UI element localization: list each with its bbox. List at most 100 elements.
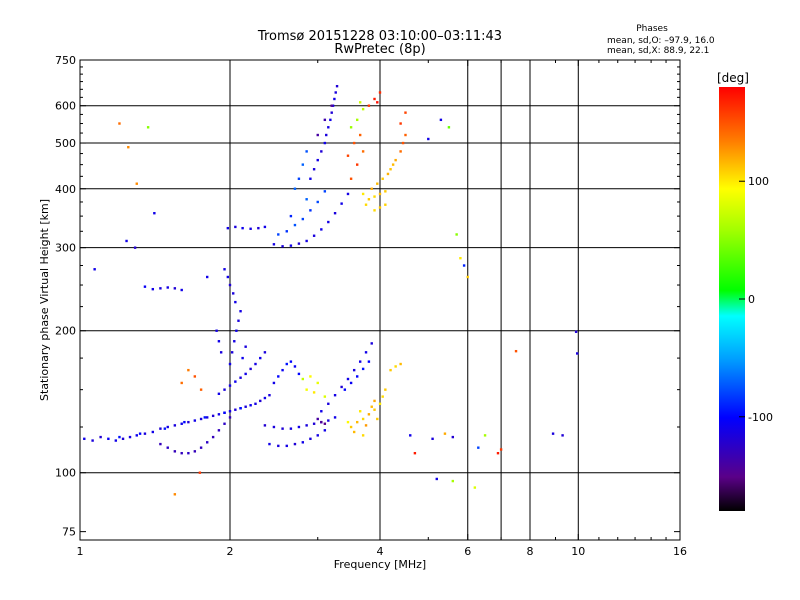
data-point (496, 451, 500, 455)
data-point (203, 416, 206, 419)
axis-ticks: 1 2 4 6 8 10 16 75 100 200 300 400 500 600 750 (55, 54, 687, 558)
data-point (138, 432, 142, 435)
data-point (289, 214, 293, 218)
data-point (346, 154, 350, 157)
stats-o-line: mean, sd,O: –97.9, 16.0 (607, 36, 715, 46)
data-point (133, 246, 137, 249)
data-point (381, 177, 384, 180)
data-point (293, 187, 297, 190)
data-point (370, 405, 373, 408)
data-point (289, 427, 293, 430)
data-point (301, 217, 305, 221)
data-point (268, 393, 271, 397)
data-point (193, 450, 197, 453)
data-point (289, 244, 293, 247)
data-point (228, 283, 232, 287)
data-point (228, 384, 232, 387)
data-point (305, 198, 308, 201)
data-point (373, 399, 376, 403)
x-tick-label: 10 (571, 545, 585, 558)
data-point (309, 209, 312, 212)
data-point (223, 268, 226, 271)
data-point (301, 377, 305, 381)
data-point (364, 203, 368, 206)
data-point (237, 319, 240, 322)
data-point (305, 150, 308, 153)
data-point (281, 427, 284, 430)
y-tick-label: 400 (55, 183, 76, 196)
data-point (254, 362, 257, 366)
y-tick-label: 100 (55, 467, 76, 480)
data-point (146, 126, 150, 129)
data-point (320, 150, 323, 153)
data-point (166, 286, 169, 289)
data-point (301, 441, 305, 444)
data-point (193, 419, 197, 422)
data-point (180, 288, 183, 292)
data-point (125, 239, 128, 243)
data-point (451, 479, 455, 483)
data-point (401, 141, 405, 145)
data-point (373, 97, 376, 101)
data-point (327, 126, 330, 129)
x-axis-label: Frequency [MHz] (334, 558, 426, 571)
data-point (239, 310, 242, 313)
colorbar-tick-label: 0 (748, 293, 755, 306)
data-point (107, 437, 110, 441)
y-tick-label: 300 (55, 242, 76, 255)
data-point (373, 209, 376, 212)
data-point (323, 190, 327, 193)
data-point (297, 425, 301, 429)
colorbar-tick-label: 100 (748, 175, 769, 188)
data-point (323, 429, 327, 432)
data-point (263, 424, 267, 427)
data-point (370, 342, 373, 345)
data-point (316, 417, 319, 421)
data-point (135, 182, 138, 185)
data-point (386, 172, 390, 176)
data-point (180, 422, 183, 425)
data-point (462, 264, 466, 267)
data-point (323, 395, 327, 398)
data-point (277, 233, 280, 236)
data-point (263, 396, 267, 400)
data-point (159, 287, 162, 290)
data-point (239, 376, 242, 379)
y-tick-label: 600 (55, 100, 76, 113)
data-point (373, 408, 376, 411)
data-point (285, 230, 288, 233)
data-point (297, 372, 301, 376)
data-point (217, 392, 221, 395)
colorbar-tick-label: -100 (748, 411, 773, 424)
data-point (293, 442, 297, 446)
data-point (376, 101, 379, 104)
data-point (576, 352, 579, 355)
data-point (187, 451, 190, 455)
x-tick-label: 16 (673, 545, 687, 558)
data-point (323, 422, 327, 425)
data-point (223, 388, 226, 391)
data-point (447, 126, 451, 129)
data-point (309, 177, 312, 180)
x-tick-label: 4 (377, 545, 384, 558)
data-point (367, 360, 371, 363)
data-point (219, 351, 223, 354)
data-point (187, 368, 190, 372)
data-point (361, 192, 365, 196)
data-point (367, 104, 371, 107)
data-point (143, 432, 147, 435)
stats-x-line: mean, sd,X: 88.9, 22.1 (607, 46, 709, 56)
data-point (234, 380, 237, 383)
data-point (384, 203, 387, 206)
data-point (205, 416, 209, 419)
data-point (91, 439, 94, 442)
data-point (193, 375, 197, 378)
data-point (305, 239, 308, 243)
data-point (349, 177, 353, 180)
data-point (323, 141, 327, 145)
data-point (389, 368, 392, 372)
data-point (151, 287, 155, 291)
data-point (268, 442, 271, 446)
data-point (384, 190, 387, 193)
data-point (272, 381, 276, 385)
